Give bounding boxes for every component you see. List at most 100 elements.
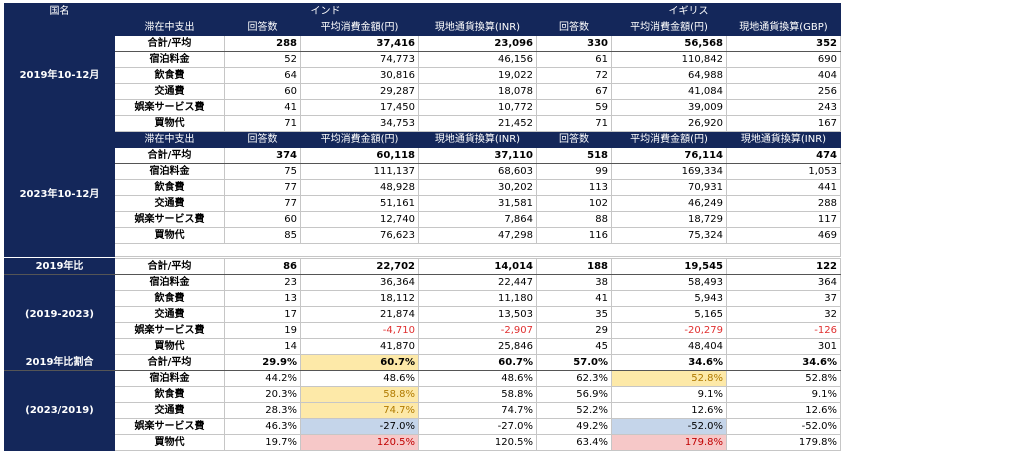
table-cell: 21,874 [300,306,419,323]
row-category: 娯楽サービス費 [114,211,225,228]
table-cell: 35 [536,306,612,323]
table-cell: 51,161 [300,195,419,212]
table-cell: 113 [536,179,612,196]
table-cell: 37 [726,290,841,307]
table-cell: 52 [224,51,301,68]
table-cell: 34.6% [726,354,841,371]
table-cell: 49.2% [536,418,612,435]
table-cell: 13,503 [418,306,537,323]
table-cell: 28.3% [224,402,301,419]
column-header-row: 2023年10-12月 滞在中支出 回答数 平均消費金額(円) 現地通貨換算(I… [4,131,841,257]
row-category: 交通費 [114,83,225,100]
row-category: 交通費 [114,195,225,212]
country-label: 国名 [4,3,115,20]
table-row: 買物代 71 34,753 21,452 71 26,920 167 [5,115,841,132]
table-cell: 37,416 [300,35,419,52]
table-row: 交通費 77 51,161 31,581 102 46,249 288 [5,195,841,212]
table-row: 交通費 28.3% 74.7% 74.7% 52.2% 12.6% 12.6% [5,402,841,419]
table-cell: 56.9% [536,386,612,403]
table-cell: -27.0% [300,418,419,435]
table-row: 合計/平均 374 60,118 37,110 518 76,114 474 [5,147,841,164]
country-india: インド [114,3,537,20]
column-header: 滞在中支出 [114,19,225,36]
table-cell: 41,870 [300,338,419,355]
table-cell: 62.3% [536,370,612,387]
table-cell: 23,096 [418,35,537,52]
table-cell: 301 [726,338,841,355]
table-cell: 18,729 [611,211,727,228]
table-cell: 374 [224,147,301,164]
table-cell: 29.9% [224,354,301,371]
table-cell: 179.8% [726,434,841,451]
table-row: (2019-2023) 宿泊料金 23 36,364 22,447 38 58,493 36… [4,274,841,355]
table-row: 買物代 85 76,623 47,298 116 75,324 469 [5,227,841,244]
table-cell: 41 [224,99,301,116]
table-cell: 52.8% [726,370,841,387]
table-row: 交通費 60 29,287 18,078 67 41,084 256 [5,83,841,100]
table-cell: -126 [726,322,841,339]
period-label-2023: 2023年10-12月 [4,131,115,257]
row-category: 飲食費 [114,386,225,403]
row-category: 買物代 [114,227,225,244]
table-cell: 58,493 [611,274,727,291]
table-cell: 21,452 [418,115,537,132]
table-cell: 61 [536,51,612,68]
table-row: 飲食費 64 30,816 19,022 72 64,988 404 [5,67,841,84]
table-cell: 167 [726,115,841,132]
table-row: 買物代 19.7% 120.5% 120.5% 63.4% 179.8% 179.8% [5,434,841,451]
table-cell: 117 [726,211,841,228]
row-category: 飲食費 [114,67,225,84]
column-header: 回答数 [536,131,612,148]
table-cell: 256 [726,83,841,100]
period-label-2019: 2019年10-12月 [4,19,115,132]
column-header: 平均消費金額(円) [611,19,727,36]
table-cell: 39,009 [611,99,727,116]
table-cell: 243 [726,99,841,116]
table-cell: 22,447 [418,274,537,291]
table-cell: 77 [224,179,301,196]
ratio-range-diff: (2019-2023) [4,274,115,355]
table-cell: 48.6% [300,370,419,387]
row-category: 娯楽サービス費 [114,418,225,435]
spending-table: 国名 インド イギリス 2019年10-12月 滞在中支出 回答数 平均消費金額… [4,3,841,257]
table-cell: 22,702 [300,258,419,275]
table-cell: 46.3% [224,418,301,435]
table-cell: 19,545 [611,258,727,275]
table-row: 2019年比 合計/平均 86 22,702 14,014 188 19,545 122 [4,258,841,275]
table-cell: 120.5% [300,434,419,451]
table-row: 飲食費 20.3% 58.8% 58.8% 56.9% 9.1% 9.1% [5,386,841,403]
table-cell: 441 [726,179,841,196]
table-cell: 17 [224,306,301,323]
ratio-label-pct: 2019年比割合 [4,354,115,371]
table-row: 飲食費 77 48,928 30,202 113 70,931 441 [5,179,841,196]
table-cell: 30,202 [418,179,537,196]
table-cell: -2,907 [418,322,537,339]
table-cell: 34.6% [611,354,727,371]
table-cell: 364 [726,274,841,291]
table-cell: 120.5% [418,434,537,451]
column-header: 平均消費金額(円) [300,131,419,148]
row-category: 娯楽サービス費 [114,99,225,116]
table-row: 買物代 14 41,870 25,846 45 48,404 301 [5,338,841,355]
table-row: 娯楽サービス費 41 17,450 10,772 59 39,009 243 [5,99,841,116]
row-category: 合計/平均 [114,147,225,164]
table-cell: 111,137 [300,163,419,180]
table-cell: 68,603 [418,163,537,180]
table-cell: 60,118 [300,147,419,164]
table-cell: 19,022 [418,67,537,84]
table-cell: 7,864 [418,211,537,228]
table-cell: 52.8% [611,370,727,387]
row-category: 娯楽サービス費 [114,322,225,339]
row-category: 宿泊料金 [114,274,225,291]
table-cell: 188 [536,258,612,275]
table-cell: 19 [224,322,301,339]
table-cell: 330 [536,35,612,52]
table-cell: 74.7% [300,402,419,419]
row-category: 交通費 [114,306,225,323]
table-cell: 59 [536,99,612,116]
table-cell: 58.8% [418,386,537,403]
table-cell: 45 [536,338,612,355]
row-category: 飲食費 [114,179,225,196]
table-row: 娯楽サービス費 46.3% -27.0% -27.0% 49.2% -52.0% -52.0… [5,418,841,435]
table-cell: 76,114 [611,147,727,164]
